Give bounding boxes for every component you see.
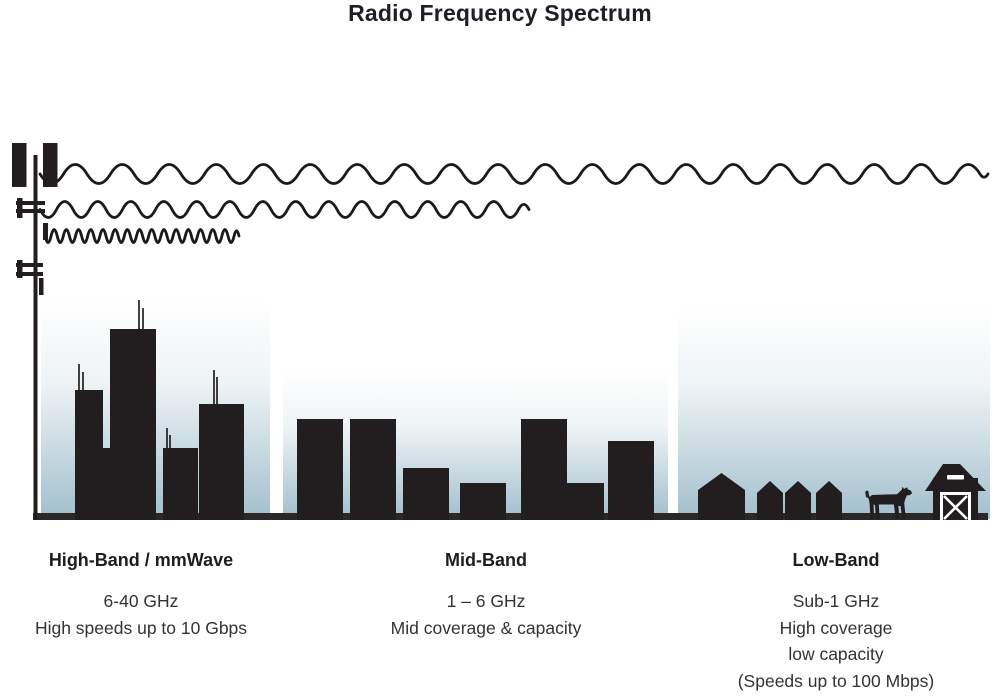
house-icon bbox=[816, 481, 842, 520]
building bbox=[199, 404, 244, 520]
tower-antenna-panel bbox=[16, 209, 45, 213]
cell-tower bbox=[12, 143, 58, 520]
band-desc-line: (Speeds up to 100 Mbps) bbox=[737, 670, 935, 691]
tower-antenna-panel bbox=[43, 143, 58, 187]
band-desc-line: High coverage bbox=[779, 617, 893, 638]
mid-band-skyline bbox=[297, 419, 654, 520]
building bbox=[75, 390, 103, 520]
page-title: Radio Frequency Spectrum bbox=[348, 0, 652, 26]
band-heading: High-Band / mmWave bbox=[48, 550, 234, 570]
house-icon bbox=[757, 481, 783, 520]
long-wavelength-wave bbox=[38, 163, 990, 185]
band-desc: Sub-1 GHz High coverage low capacity (Speed… bbox=[656, 588, 1000, 694]
low-band-skyline bbox=[698, 464, 986, 520]
building bbox=[567, 483, 604, 520]
band-desc: 1 – 6 GHz Mid coverage & capacity bbox=[306, 588, 666, 641]
tower-antenna-panel bbox=[16, 201, 45, 205]
building bbox=[403, 468, 449, 520]
building bbox=[608, 441, 654, 520]
band-desc-line: High speeds up to 10 Gbps bbox=[34, 617, 248, 638]
tower-pole bbox=[33, 155, 38, 520]
tower-antenna-panel bbox=[16, 263, 43, 267]
band-heading: Low-Band bbox=[792, 550, 880, 570]
band-label-high-band: High-Band / mmWave 6-40 GHz High speeds u… bbox=[0, 549, 321, 641]
building bbox=[103, 448, 111, 520]
tower-antenna-panel bbox=[12, 143, 27, 187]
cow-icon bbox=[865, 486, 912, 519]
band-desc: 6-40 GHz High speeds up to 10 Gbps bbox=[0, 588, 321, 641]
band-desc-line: Mid coverage & capacity bbox=[390, 617, 582, 638]
tower-antenna-panel bbox=[16, 272, 43, 276]
band-heading: Mid-Band bbox=[445, 550, 527, 570]
band-desc-line: 1 – 6 GHz bbox=[446, 591, 526, 611]
barn-door-cross bbox=[943, 495, 968, 520]
building bbox=[110, 329, 156, 520]
building bbox=[350, 419, 396, 520]
building bbox=[163, 448, 198, 520]
house-icon bbox=[785, 481, 811, 520]
band-desc-line: Sub-1 GHz bbox=[792, 591, 880, 611]
ground-line bbox=[33, 513, 988, 520]
building bbox=[460, 483, 506, 520]
tower-antenna-panel bbox=[17, 198, 23, 218]
short-wavelength-wave bbox=[43, 228, 241, 244]
band-desc-line: 6-40 GHz bbox=[103, 591, 179, 611]
building bbox=[521, 419, 567, 520]
medium-wavelength-wave bbox=[38, 200, 531, 219]
barn-loft-vent bbox=[947, 475, 964, 480]
barn-icon bbox=[925, 464, 986, 520]
tower-antenna-panel bbox=[17, 260, 23, 278]
building bbox=[297, 419, 343, 520]
band-label-low-band: Low-Band Sub-1 GHz High coverage low capac… bbox=[656, 549, 1000, 694]
tower-antenna-panel bbox=[43, 223, 48, 240]
tower-antenna-panel bbox=[39, 278, 44, 295]
band-desc-line: low capacity bbox=[788, 644, 884, 664]
high-band-skyline bbox=[75, 300, 244, 520]
spectrum-diagram bbox=[12, 143, 990, 520]
band-label-mid-band: Mid-Band 1 – 6 GHz Mid coverage & capacit… bbox=[306, 549, 666, 641]
house-icon bbox=[698, 473, 745, 520]
